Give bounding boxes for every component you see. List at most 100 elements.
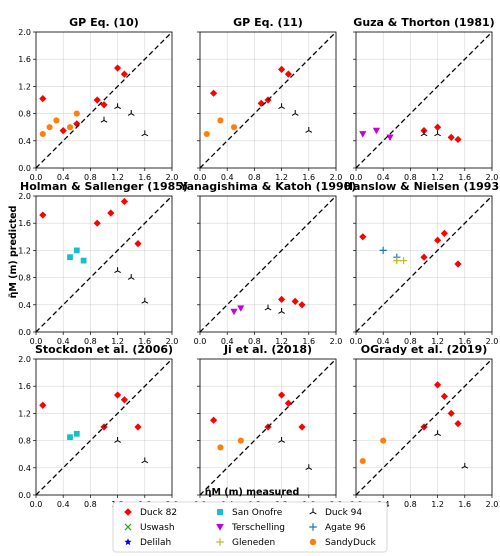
scatter-panel: Yanagishima & Katoh (1990) 0.0 0.4 0.8 1.2 1.… — [179, 180, 357, 346]
x-tick-label: 0.8 — [248, 337, 261, 346]
x-tick-label: 0.4 — [57, 173, 70, 182]
one-to-one-line — [355, 195, 493, 333]
data-point — [114, 391, 122, 399]
data-point — [141, 130, 149, 137]
data-point — [420, 253, 428, 261]
data-point — [210, 89, 218, 97]
data-point — [114, 437, 121, 443]
data-point — [447, 409, 455, 417]
data-point — [400, 257, 408, 265]
x-tick-label: 2.0 — [166, 337, 179, 346]
x-tick-label: 1.6 — [302, 173, 315, 182]
data-point — [73, 247, 80, 254]
data-point — [46, 124, 53, 131]
data-point — [386, 134, 394, 141]
y-tick-label: 0.8 — [18, 274, 31, 283]
one-to-one-line — [35, 358, 173, 496]
x-tick-label: 2.0 — [486, 173, 499, 182]
data-point — [39, 211, 47, 219]
data-point — [114, 267, 121, 274]
x-tick-label: 0.8 — [404, 337, 417, 346]
data-point — [53, 117, 60, 124]
data-point — [127, 274, 135, 280]
data-point — [230, 124, 238, 131]
x-tick-label: 1.6 — [138, 173, 151, 182]
panel-title: Holman & Sallenger (1985) — [20, 180, 188, 193]
legend-marker — [309, 538, 317, 546]
x-tick-label: 0.8 — [84, 500, 97, 509]
legend-marker — [124, 538, 132, 546]
data-point — [134, 423, 142, 431]
x-tick-label: 0.8 — [84, 337, 97, 346]
one-to-one-line — [199, 195, 337, 333]
legend-frame — [112, 501, 388, 553]
plot-frame — [35, 358, 173, 496]
x-tick-label: 2.0 — [330, 173, 343, 182]
panels-layer: GP Eq. (10) 0.0 0.4 0.8 1.2 1.6 2.0 0.0 0.4 0.8 1.… — [18, 16, 500, 509]
scatter-panel: Stockdon et al. (2006) 0.0 0.4 0.8 1.2 1.6 2.0… — [18, 343, 178, 509]
data-point — [114, 64, 122, 72]
scatter-panel: GP Eq. (11) 0.0 0.4 0.8 1.2 1.6 2.0 — [194, 16, 343, 182]
data-point — [440, 229, 448, 237]
data-point — [393, 257, 401, 265]
legend-entry: Agate 96 — [309, 523, 366, 533]
x-tick-label: 0.8 — [84, 173, 97, 182]
data-point — [284, 70, 292, 78]
y-tick-label: 0.8 — [18, 110, 31, 119]
data-point — [210, 416, 218, 424]
data-point — [141, 297, 149, 304]
data-point — [67, 434, 73, 441]
data-point — [372, 127, 380, 135]
legend-entry: Duck 94 — [309, 508, 362, 518]
panel-title: Hanslow & Nielsen (1993) — [344, 180, 500, 193]
data-point — [379, 246, 387, 254]
y-tick-label: 1.2 — [18, 409, 31, 418]
panel-title: Yanagishima & Katoh (1990) — [179, 180, 357, 193]
legend-marker — [309, 508, 317, 515]
x-tick-label: 0.0 — [350, 337, 363, 346]
data-point — [39, 401, 47, 409]
y-axis-label: η̄M (m) predicted — [8, 206, 19, 299]
plot-frame — [355, 31, 493, 169]
data-point — [447, 133, 455, 141]
y-tick-label: 0.8 — [18, 437, 31, 446]
x-tick-label: 0.0 — [194, 337, 207, 346]
legend-label: Duck 82 — [140, 508, 177, 518]
x-tick-label: 2.0 — [486, 337, 499, 346]
one-to-one-line — [35, 195, 173, 333]
x-tick-label: 0.0 — [30, 173, 43, 182]
legend-entry: Duck 82 — [124, 508, 177, 518]
plot-frame — [35, 195, 173, 333]
legend-entry: Terschelling — [216, 523, 285, 533]
scatter-panel: Guza & Thorton (1981) 0.0 0.4 0.8 1.2 1.6 2.0 — [350, 16, 499, 182]
data-point — [134, 240, 142, 248]
legend-marker — [309, 523, 317, 531]
data-point — [359, 457, 366, 465]
data-point — [380, 437, 387, 444]
legend-label: SandyDuck — [325, 538, 377, 548]
y-tick-label: 2.0 — [18, 28, 31, 37]
x-tick-label: 2.0 — [166, 173, 179, 182]
data-point — [120, 396, 128, 404]
data-point — [298, 301, 306, 309]
y-tick-label: 2.0 — [18, 355, 31, 364]
x-tick-label: 0.0 — [350, 173, 363, 182]
legend-marker — [216, 508, 224, 516]
data-point — [278, 391, 286, 399]
data-point — [434, 430, 441, 437]
data-point — [67, 254, 73, 261]
data-point — [107, 209, 115, 217]
legend-label: Terschelling — [231, 523, 285, 533]
data-point — [141, 457, 149, 464]
scatter-panel: GP Eq. (10) 0.0 0.4 0.8 1.2 1.6 2.0 0.0 0.4 0.8 1.… — [18, 16, 178, 182]
one-to-one-line — [355, 358, 493, 496]
scatter-panel: Holman & Sallenger (1985) 0.0 0.4 0.8 1.2 1.6… — [18, 180, 188, 346]
x-tick-label: 0.0 — [30, 337, 43, 346]
x-tick-label: 1.2 — [275, 173, 288, 182]
one-to-one-line — [35, 31, 173, 169]
data-point — [454, 135, 462, 144]
panel-title: Stockdon et al. (2006) — [35, 343, 173, 356]
data-point — [114, 103, 121, 110]
data-point — [284, 399, 292, 407]
data-point — [298, 423, 306, 431]
